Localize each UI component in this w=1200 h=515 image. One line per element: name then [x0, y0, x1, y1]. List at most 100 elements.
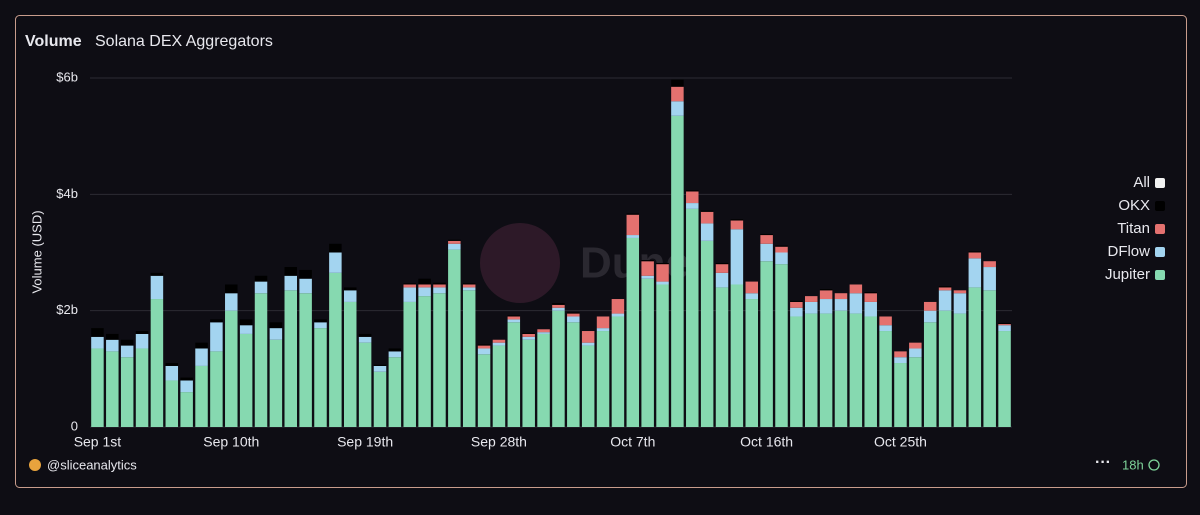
bar-segment: [968, 252, 982, 259]
bar-segment: [938, 310, 952, 427]
author[interactable]: @sliceanalytics: [47, 457, 137, 472]
bar-segment: [522, 339, 535, 427]
bar-segment: [804, 313, 818, 427]
bar-segment: [358, 336, 372, 343]
y-tick-label: $2b: [56, 302, 78, 317]
bar-segment: [656, 264, 669, 282]
bar-segment: [581, 345, 595, 427]
bar-segment: [641, 260, 654, 262]
bar-segment: [433, 293, 446, 427]
legend-swatch: [1155, 178, 1165, 188]
bar-segment: [671, 101, 684, 116]
legend-label: Titan: [1117, 220, 1150, 237]
bar-segment: [745, 281, 759, 294]
bar-segment: [730, 284, 744, 427]
bar-segment: [150, 299, 164, 427]
bar-segment: [730, 220, 744, 230]
bar-segment: [953, 293, 967, 314]
y-axis-label: Volume (USD): [29, 210, 44, 293]
bar-segment: [834, 293, 848, 300]
bar-segment: [938, 290, 952, 311]
legend-label: OKX: [1118, 197, 1150, 214]
bar-segment: [611, 313, 625, 317]
bar-segment: [477, 344, 491, 346]
bar-segment: [686, 203, 699, 209]
bar-segment: [760, 243, 773, 262]
bar-segment: [730, 219, 744, 221]
bar-segment: [343, 301, 357, 427]
bar-segment: [462, 287, 476, 291]
chart-subtitle: Solana DEX Aggregators: [95, 33, 273, 50]
bar-segment: [433, 287, 446, 294]
bar-segment: [909, 342, 922, 349]
bar-segment: [894, 357, 907, 364]
bar-segment: [477, 348, 491, 355]
bar-segment: [983, 261, 996, 268]
bar-segment: [314, 322, 327, 329]
x-tick-label: Oct 16th: [740, 434, 793, 450]
author-avatar: [29, 459, 41, 471]
bar-segment: [760, 233, 773, 236]
bar-segment: [403, 287, 416, 302]
more-menu[interactable]: ···: [1095, 454, 1111, 471]
bar-segment: [864, 293, 877, 302]
bar-segment: [700, 223, 714, 241]
bar-segment: [686, 191, 699, 204]
bar-segment: [923, 301, 937, 311]
bar-segment: [700, 240, 714, 427]
bar-segment: [329, 272, 342, 427]
bar-segment: [596, 316, 610, 329]
bar-segment: [715, 264, 729, 273]
bar-segment: [403, 301, 416, 427]
legend-label: Jupiter: [1105, 266, 1150, 283]
bar-segment: [239, 319, 253, 326]
bar-segment: [581, 331, 595, 343]
bar-segment: [165, 365, 179, 381]
bar-segment: [522, 332, 535, 334]
bar-segment: [448, 249, 461, 427]
bar-segment: [195, 348, 208, 366]
bar-segment: [686, 208, 699, 427]
bar-segment: [135, 348, 149, 427]
bar-segment: [923, 310, 937, 323]
bar-segment: [641, 278, 654, 427]
bar-segment: [462, 290, 476, 427]
bar-segment: [626, 237, 640, 427]
bar-segment: [120, 339, 134, 346]
bar-segment: [180, 377, 193, 381]
bar-segment: [968, 258, 982, 288]
bar-segment: [388, 357, 402, 427]
bar-segment: [909, 348, 922, 358]
bar-segment: [864, 301, 877, 317]
legend-label: All: [1133, 174, 1150, 191]
bar-segment: [507, 315, 521, 317]
bar-segment: [968, 251, 982, 253]
bar-segment: [150, 275, 164, 300]
bar-segment: [492, 339, 506, 343]
bar-segment: [626, 235, 640, 238]
x-tick-label: Sep 28th: [471, 434, 527, 450]
bar-segment: [745, 299, 759, 427]
bar-segment: [641, 275, 654, 279]
bar-segment: [165, 380, 179, 427]
bar-segment: [641, 261, 654, 276]
bar-segment: [120, 345, 134, 358]
bar-segment: [537, 333, 550, 427]
legend-swatch: [1155, 201, 1165, 211]
bar-segment: [819, 289, 833, 291]
bar-segment: [745, 293, 759, 300]
bar-segment: [938, 286, 952, 288]
bar-segment: [373, 371, 387, 427]
bar-segment: [804, 296, 818, 302]
bar-segment: [477, 345, 491, 349]
bar-segment: [715, 287, 729, 427]
bar-segment: [388, 351, 402, 358]
bar-segment: [507, 316, 521, 320]
bar-segment: [448, 239, 461, 241]
bar-segment: [120, 357, 134, 427]
bar-segment: [775, 245, 788, 247]
bar-segment: [462, 283, 476, 285]
bar-segment: [611, 316, 625, 427]
bar-segment: [195, 342, 208, 349]
